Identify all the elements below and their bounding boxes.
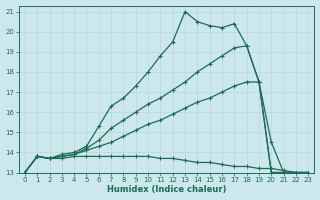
X-axis label: Humidex (Indice chaleur): Humidex (Indice chaleur) xyxy=(107,185,226,194)
